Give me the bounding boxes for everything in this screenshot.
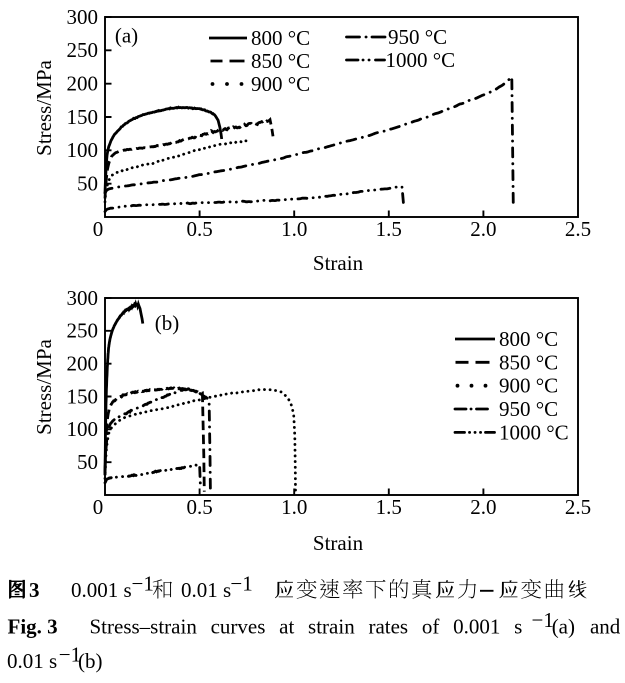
svg-text:0.01 s: 0.01 s [181,578,231,602]
svg-text:0.5: 0.5 [186,495,212,519]
svg-text:0.01 s: 0.01 s [7,649,57,673]
svg-text:1000 °C: 1000 °C [499,420,569,444]
svg-text:Strain: Strain [313,251,364,275]
svg-text:250: 250 [67,319,99,343]
svg-text:100: 100 [67,138,99,162]
svg-text:1000 °C: 1000 °C [386,48,456,72]
svg-text:900 °C: 900 °C [251,72,310,96]
svg-text:800 °C: 800 °C [251,26,310,50]
svg-text:(a) and: (a) and [552,615,621,639]
svg-text:200: 200 [67,352,99,376]
svg-text:300: 300 [67,286,99,310]
svg-text:150: 150 [67,105,99,129]
svg-text:200: 200 [67,72,99,96]
svg-text:800 °C: 800 °C [499,327,558,351]
svg-text:2.0: 2.0 [470,495,496,519]
svg-text:Stress/MPa: Stress/MPa [32,59,56,155]
svg-text:1.5: 1.5 [376,495,402,519]
svg-text:3: 3 [29,578,40,602]
svg-text:−1: −1 [532,608,554,632]
svg-text:150: 150 [67,384,99,408]
svg-text:250: 250 [67,38,99,62]
svg-text:0: 0 [93,217,104,241]
svg-text:(b): (b) [155,311,180,335]
svg-text:2.5: 2.5 [565,217,591,241]
svg-text:50: 50 [77,450,98,474]
svg-text:950 °C: 950 °C [499,397,558,421]
svg-text:Strain: Strain [313,531,364,555]
svg-text:0.5: 0.5 [186,217,212,241]
svg-text:1.0: 1.0 [281,217,307,241]
svg-text:1.0: 1.0 [281,495,307,519]
svg-text:950 °C: 950 °C [388,25,447,49]
svg-text:0.001 s: 0.001 s [71,578,132,602]
svg-text:2.5: 2.5 [565,495,591,519]
svg-text:Fig. 3: Fig. 3 [8,615,58,639]
svg-text:(b): (b) [78,649,103,673]
svg-text:Stress–strain curves at strain: Stress–strain curves at strain rates of … [90,615,523,639]
svg-text:(a): (a) [115,24,138,48]
svg-text:−1: −1 [59,643,81,667]
svg-text:850 °C: 850 °C [499,350,558,374]
svg-text:Stress/MPa: Stress/MPa [32,338,56,434]
svg-text:300: 300 [67,5,99,29]
svg-text:2.0: 2.0 [470,217,496,241]
svg-text:−1: −1 [230,572,252,596]
svg-text:−1: −1 [132,572,154,596]
svg-text:1.5: 1.5 [376,217,402,241]
svg-text:850 °C: 850 °C [251,49,310,73]
svg-text:50: 50 [77,172,98,196]
svg-text:900 °C: 900 °C [499,374,558,398]
svg-text:100: 100 [67,417,99,441]
svg-text:0: 0 [93,495,104,519]
